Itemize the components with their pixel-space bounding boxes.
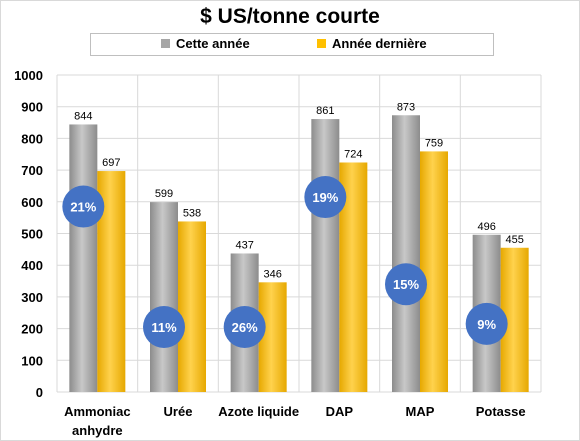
data-label: 861	[316, 105, 334, 117]
data-label: 496	[477, 221, 495, 233]
annotation-label: 19%	[312, 190, 338, 205]
legend-label-last-year: Année dernière	[332, 36, 427, 51]
bar-this-year	[311, 119, 340, 393]
legend-item-this-year: Cette année	[161, 36, 250, 51]
annotation-label: 11%	[151, 320, 177, 335]
data-label: 844	[74, 110, 92, 122]
x-tick-label: Potasse	[476, 404, 526, 419]
x-tick-label: DAP	[326, 404, 354, 419]
annotation-circle	[465, 302, 508, 345]
data-label: 759	[425, 137, 443, 149]
y-tick-label: 600	[21, 195, 43, 210]
bar-this-year	[392, 115, 420, 392]
annotation-circle	[143, 306, 185, 349]
data-label: 538	[183, 207, 201, 219]
y-tick-label: 300	[21, 290, 43, 305]
data-label: 697	[102, 157, 120, 169]
x-tick-label: Ammoniac	[64, 404, 130, 419]
bar-last-year	[178, 221, 206, 392]
bar-this-year	[69, 124, 98, 393]
bar-this-year	[150, 202, 178, 392]
y-tick-label: 500	[21, 227, 43, 242]
annotation-label: 9%	[477, 317, 496, 332]
legend-item-last-year: Année dernière	[317, 36, 427, 51]
bar-last-year	[258, 282, 287, 392]
x-tick-label: MAP	[406, 404, 435, 419]
y-tick-label: 800	[21, 131, 43, 146]
chart-legend: Cette année Année dernière	[90, 33, 494, 56]
chart-title: $ US/tonne courte	[200, 5, 380, 28]
annotation-label: 21%	[70, 200, 96, 215]
bar-last-year	[420, 151, 448, 392]
y-tick-label: 100	[21, 353, 43, 368]
x-tick-label: Urée	[164, 404, 193, 419]
y-tick-label: 1000	[14, 68, 43, 83]
annotation-circle	[62, 185, 105, 228]
annotation-circle	[304, 176, 347, 219]
y-tick-label: 200	[21, 322, 43, 337]
annotation-label: 15%	[393, 277, 419, 292]
y-tick-label: 900	[21, 100, 43, 115]
legend-swatch-this-year	[161, 39, 170, 48]
y-tick-label: 0	[36, 385, 43, 400]
annotation-circle	[385, 263, 427, 306]
data-label: 437	[235, 239, 253, 251]
legend-swatch-last-year	[317, 39, 326, 48]
data-label: 873	[397, 101, 415, 113]
annotation-circle	[223, 306, 266, 349]
annotation-label: 26%	[232, 320, 258, 335]
data-label: 599	[155, 188, 173, 200]
x-tick-label: anhydre	[72, 423, 123, 438]
x-tick-label: Azote liquide	[218, 404, 299, 419]
y-tick-label: 400	[21, 258, 43, 273]
legend-label-this-year: Cette année	[176, 36, 250, 51]
data-label: 455	[505, 234, 523, 246]
data-label: 346	[263, 268, 281, 280]
y-tick-label: 700	[21, 163, 43, 178]
data-label: 724	[344, 148, 362, 160]
